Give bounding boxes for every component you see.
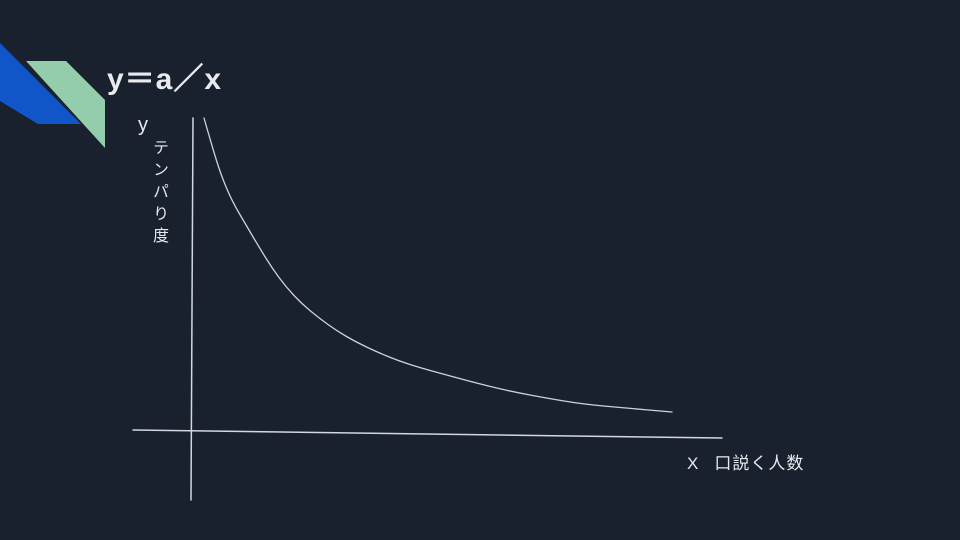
x-axis-text: 口説く人数	[714, 454, 805, 473]
blue-ribbon-shape	[0, 43, 81, 124]
green-ribbon-shape	[26, 61, 105, 148]
x-axis-line	[132, 429, 723, 439]
y-axis-text: テンパり度	[150, 139, 167, 249]
y-axis-symbol: y	[138, 114, 148, 136]
y-axis-label: y テンパり度	[137, 114, 170, 249]
hyperbola-curve	[203, 117, 673, 413]
slide-title: y＝a／x	[107, 63, 223, 96]
y-axis-line	[190, 117, 194, 501]
x-axis-symbol: X	[687, 454, 700, 473]
x-axis-label: X 口説く人数	[687, 449, 804, 474]
